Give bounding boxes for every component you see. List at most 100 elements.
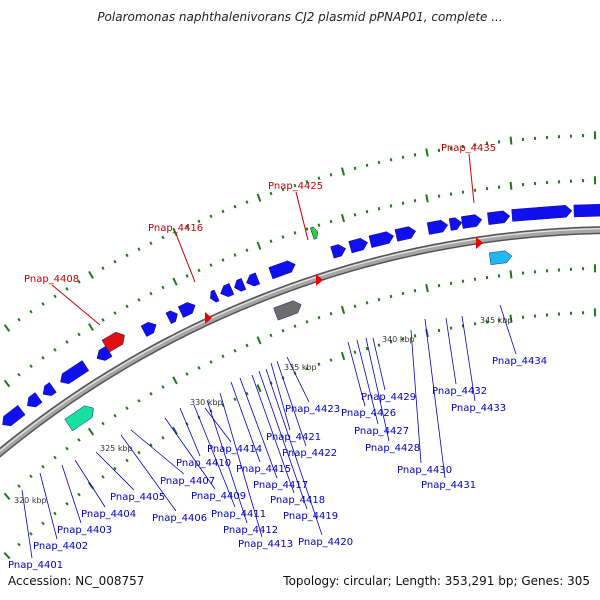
track-tick: [113, 413, 117, 418]
track-tick: [209, 214, 213, 219]
track-tick: [281, 235, 285, 239]
label-line: [230, 381, 261, 463]
gene-label-blue: Pnap_4413: [238, 539, 293, 550]
track-tick: [125, 253, 129, 258]
track-tick: [449, 146, 453, 151]
track-tick: [521, 183, 525, 187]
track-tick: [113, 259, 117, 264]
label-line: [251, 374, 295, 494]
track-tick: [581, 311, 585, 315]
gene-label-blue: Pnap_4426: [341, 408, 396, 419]
track-tick: [245, 343, 249, 348]
track-tick: [125, 458, 129, 463]
track-tick: [281, 187, 285, 192]
track-tick: [305, 227, 309, 231]
gene-label-blue: Pnap_4406: [152, 513, 207, 524]
track-tick: [509, 136, 513, 145]
track-tick: [413, 199, 417, 203]
label-line: [258, 370, 308, 510]
map-title: Polaromonas naphthalenivorans CJ2 plasmi…: [97, 10, 503, 24]
track-tick: [293, 231, 297, 235]
track-tick: [437, 148, 441, 153]
track-tick: [317, 362, 321, 367]
label-line: [74, 459, 106, 508]
gene-teal: [64, 405, 94, 432]
track-tick: [125, 406, 129, 410]
track-tick: [521, 137, 525, 141]
gene-arrow: [511, 205, 573, 222]
track-tick: [65, 446, 69, 451]
label-line: [175, 233, 196, 283]
gene-red: [101, 331, 125, 353]
gene-label-blue: Pnap_4405: [110, 492, 165, 503]
tick-label: 335 kbp: [284, 363, 317, 372]
track-tick: [593, 308, 597, 317]
label-line: [95, 451, 135, 491]
track-tick: [113, 466, 117, 471]
track-tick: [401, 291, 405, 296]
track-tick: [221, 354, 225, 359]
track-tick: [365, 301, 369, 305]
track-tick: [557, 180, 561, 184]
gene-label-blue: Pnap_4427: [354, 426, 409, 437]
label-line: [193, 404, 236, 508]
track-tick: [473, 143, 477, 147]
gene-label-blue: Pnap_4434: [492, 356, 547, 367]
track-tick: [581, 179, 585, 183]
track-tick: [353, 304, 357, 308]
track-tick: [101, 266, 105, 270]
red-marker: [316, 274, 323, 286]
track-tick: [77, 438, 81, 442]
track-tick: [497, 274, 501, 278]
track-tick: [17, 372, 21, 377]
track-tick: [545, 269, 549, 273]
track-tick: [221, 209, 225, 214]
label-line: [39, 472, 58, 540]
gene-arrow: [60, 360, 90, 384]
track-tick: [137, 298, 141, 302]
track-tick: [149, 291, 153, 296]
track-tick: [197, 268, 201, 273]
track-tick: [256, 336, 262, 345]
track-tick: [377, 207, 381, 211]
track-tick: [377, 297, 381, 302]
track-tick: [317, 176, 321, 180]
track-tick: [269, 191, 273, 196]
track-tick: [53, 294, 57, 299]
track-tick: [437, 194, 441, 198]
track-tick: [593, 176, 597, 185]
track-tick: [353, 350, 357, 354]
label-line: [206, 399, 248, 524]
track-tick: [473, 322, 477, 326]
track-tick: [161, 235, 165, 240]
gene-label-blue: Pnap_4404: [81, 509, 136, 520]
label-line: [179, 407, 201, 457]
track-tick: [533, 181, 537, 186]
track-tick: [185, 372, 189, 376]
track-tick: [533, 314, 537, 318]
track-tick: [545, 181, 549, 185]
track-tick: [569, 311, 573, 315]
track-tick: [353, 166, 357, 171]
track-tick: [305, 320, 309, 324]
accession-text: Accession: NC_008757: [8, 574, 145, 588]
gene-green: [310, 226, 319, 240]
track-tick: [245, 391, 249, 396]
label-line: [51, 284, 101, 326]
track-tick: [161, 435, 165, 440]
track-tick: [497, 318, 501, 322]
track-tick: [293, 183, 297, 188]
track-tick: [88, 323, 94, 332]
track-tick: [17, 484, 21, 488]
label-line: [365, 337, 390, 442]
track-tick: [149, 443, 153, 447]
label-line: [276, 360, 307, 447]
track-tick: [29, 532, 33, 536]
label-line: [61, 464, 82, 524]
gene-arrow: [573, 204, 600, 218]
track-tick: [485, 141, 489, 145]
track-tick: [545, 313, 549, 317]
track-tick: [365, 210, 369, 214]
track-tick: [317, 223, 321, 227]
track-tick: [293, 324, 297, 328]
